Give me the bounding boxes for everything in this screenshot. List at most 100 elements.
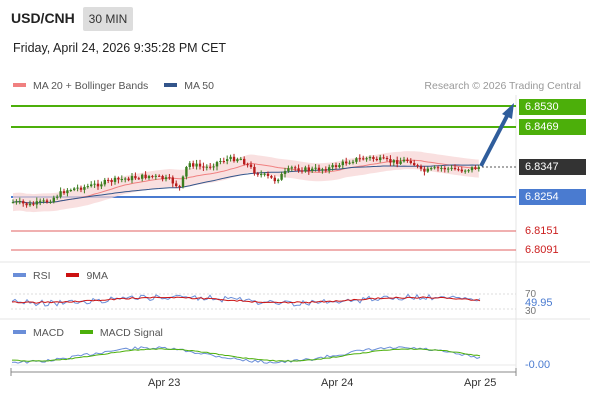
candle-body bbox=[249, 164, 253, 167]
candle-body bbox=[399, 161, 402, 164]
candle-body bbox=[212, 166, 215, 168]
candle-body bbox=[382, 157, 385, 159]
candle-body bbox=[229, 156, 232, 160]
ma50-line bbox=[12, 164, 479, 204]
candle-body bbox=[270, 175, 273, 178]
candle-body bbox=[338, 165, 341, 168]
candle-body bbox=[365, 158, 368, 160]
candle-body bbox=[372, 157, 375, 159]
candle-body bbox=[396, 160, 399, 164]
candle-body bbox=[56, 196, 59, 198]
candle-body bbox=[137, 178, 140, 180]
rsi-line bbox=[11, 293, 481, 307]
candle-body bbox=[304, 167, 307, 172]
candle-body bbox=[28, 203, 32, 206]
candle-body bbox=[328, 167, 331, 171]
candle-body bbox=[419, 166, 423, 169]
candle-body bbox=[164, 177, 168, 180]
candle-body bbox=[362, 158, 365, 160]
candle-body bbox=[144, 174, 147, 179]
candle-body bbox=[185, 167, 188, 177]
macd-value-label: -0.00 bbox=[525, 359, 551, 371]
candle-body bbox=[436, 167, 440, 169]
candle-body bbox=[79, 187, 83, 190]
candle-body bbox=[86, 186, 89, 188]
macd-signal-line bbox=[12, 348, 481, 362]
candle-body bbox=[413, 163, 416, 166]
candle-body bbox=[409, 160, 412, 164]
candle-body bbox=[314, 167, 317, 169]
legend-swatch bbox=[13, 83, 26, 88]
forecast-arrow bbox=[479, 115, 509, 167]
support-2-label: 6.8091 bbox=[525, 244, 559, 256]
candle-body bbox=[385, 157, 389, 160]
support-1-label: 6.8151 bbox=[525, 225, 559, 237]
candle-body bbox=[62, 191, 66, 194]
candle-body bbox=[256, 173, 259, 175]
rsi-30-label: 30 bbox=[525, 306, 537, 317]
symbol-title: USD/CNH bbox=[11, 10, 75, 26]
candle-body bbox=[39, 200, 42, 202]
candle-body bbox=[457, 169, 460, 171]
candle-body bbox=[93, 183, 96, 185]
candle-body bbox=[368, 157, 372, 159]
candle-body bbox=[375, 158, 378, 161]
candle-body bbox=[263, 173, 266, 175]
candle-body bbox=[355, 158, 358, 162]
candle-body bbox=[334, 165, 338, 168]
macd-line bbox=[11, 346, 481, 364]
candle-body bbox=[181, 176, 185, 187]
price-legend: MA 20 + Bollinger Bands MA 50 bbox=[13, 80, 227, 92]
candle-body bbox=[236, 159, 239, 162]
candle-body bbox=[351, 161, 355, 163]
candle-body bbox=[195, 163, 198, 167]
candle-body bbox=[42, 200, 45, 202]
legend-item-ma50: MA 50 bbox=[164, 80, 214, 92]
candle-body bbox=[464, 170, 467, 172]
candle-body bbox=[222, 161, 225, 163]
candle-body bbox=[260, 174, 263, 176]
candle-body bbox=[477, 167, 480, 169]
candle-body bbox=[25, 203, 28, 206]
candle-body bbox=[100, 184, 103, 187]
candle-body bbox=[90, 184, 93, 187]
macd-legend: MACD MACD Signal bbox=[13, 327, 176, 339]
candle-body bbox=[345, 161, 348, 164]
candle-body bbox=[35, 201, 38, 205]
candle-body bbox=[141, 174, 144, 179]
x-tick-label: Apr 24 bbox=[321, 377, 354, 389]
candle-body bbox=[124, 178, 127, 180]
candle-body bbox=[324, 169, 327, 171]
candle-body bbox=[22, 201, 25, 204]
legend-item-9ma: 9MA bbox=[66, 270, 108, 282]
legend-label: MACD Signal bbox=[99, 327, 163, 339]
candle-body bbox=[317, 167, 321, 171]
candle-body bbox=[134, 176, 137, 179]
candle-body bbox=[283, 171, 287, 174]
candle-body bbox=[49, 201, 52, 203]
candle-body bbox=[243, 158, 246, 165]
timeframe-button[interactable]: 30 MIN bbox=[83, 7, 133, 31]
rsi-value-label: 49.95 bbox=[525, 297, 553, 309]
candle-body bbox=[15, 201, 18, 203]
candle-body bbox=[147, 176, 151, 179]
candle-body bbox=[73, 188, 76, 190]
candle-body bbox=[96, 183, 100, 187]
pivot-label: 6.8254 bbox=[519, 189, 586, 205]
candle-body bbox=[460, 169, 463, 172]
candle-body bbox=[76, 187, 79, 189]
candle-body bbox=[69, 189, 72, 191]
candle-body bbox=[467, 170, 470, 172]
candle-body bbox=[161, 176, 164, 180]
candlesticks bbox=[11, 153, 480, 209]
candle-body bbox=[341, 161, 344, 166]
candle-body bbox=[348, 162, 351, 164]
candle-body bbox=[103, 179, 106, 185]
candle-body bbox=[307, 167, 310, 171]
candle-body bbox=[215, 162, 219, 167]
legend-label: 9MA bbox=[86, 270, 109, 282]
rsi-70-label: 70 bbox=[525, 289, 537, 300]
candle-body bbox=[45, 200, 49, 203]
candle-body bbox=[253, 166, 256, 174]
